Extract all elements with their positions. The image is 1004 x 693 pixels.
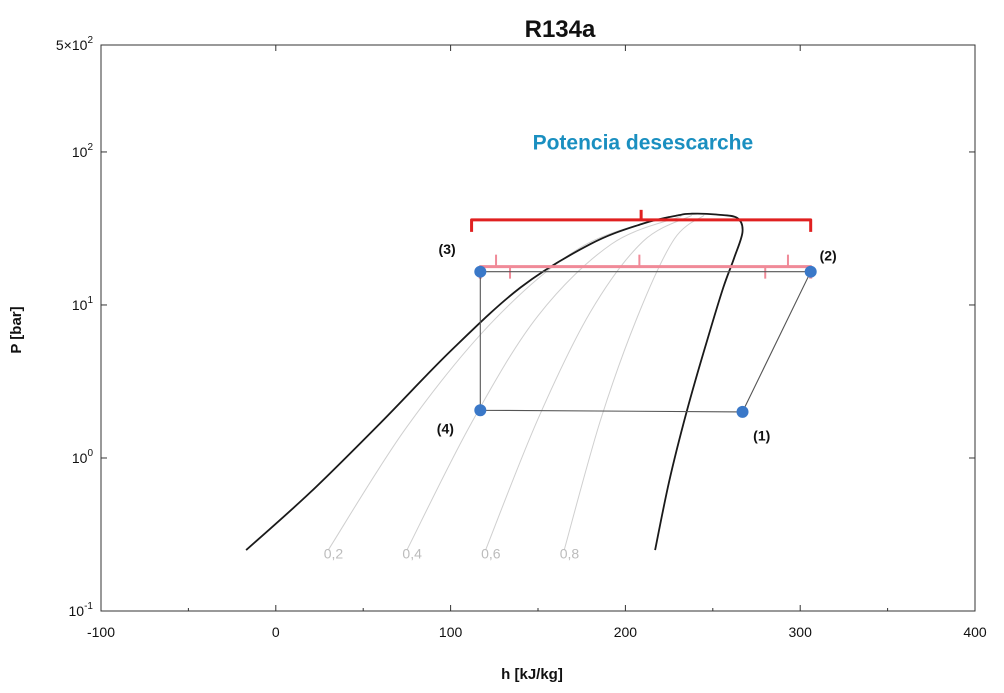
quality-line-2 [485, 214, 693, 551]
y-tick-label-4: 5×102 [56, 35, 94, 53]
x-axis-label: h [kJ/kg] [501, 666, 563, 683]
quality-line-3 [563, 214, 705, 551]
cycle-point-label-2: (2) [820, 248, 837, 264]
y-tick-label-1: 100 [72, 448, 94, 466]
x-tick-label-2: 100 [439, 624, 463, 640]
y-tick-label-3: 102 [72, 142, 94, 160]
quality-label-2: 0,6 [481, 546, 501, 562]
y-axis-label: P [bar] [8, 306, 25, 353]
x-tick-label-5: 400 [963, 624, 987, 640]
saturation-dome [245, 212, 744, 551]
cycle-point-label-1: (1) [753, 428, 770, 444]
quality-lines: 0,2 0,4 0,6 0,8 [324, 214, 705, 562]
y-tick-label-0: 10-1 [69, 601, 94, 619]
brace-bar-0 [470, 218, 813, 232]
plot-frame [100, 44, 976, 612]
cycle-point-label-4: (4) [437, 420, 454, 436]
cycle-point-label-3: (3) [439, 241, 456, 257]
quality-label-1: 0,4 [402, 546, 422, 562]
brace-bar-1 [478, 265, 813, 279]
cycle-path [479, 271, 812, 413]
quality-line-0 [327, 215, 670, 551]
cycle-point-4 [474, 404, 487, 417]
defrost-capacity-annotation: Potencia desescarche [533, 132, 754, 155]
saturation-curve [245, 212, 744, 551]
quality-label-3: 0,8 [560, 546, 580, 562]
capacity-braces [470, 209, 813, 279]
x-tick-label-0: -100 [87, 624, 115, 640]
y-axis-ticks: 10-1 100 101 102 5×102 [56, 35, 975, 619]
x-tick-label-4: 300 [789, 624, 813, 640]
chart-title: R134a [525, 16, 596, 43]
x-tick-label-3: 200 [614, 624, 638, 640]
cycle-point-1 [736, 405, 749, 418]
cycle-point-3 [474, 265, 487, 278]
brace-1 [478, 254, 813, 279]
x-tick-label-1: 0 [272, 624, 280, 640]
quality-label-0: 0,2 [324, 546, 344, 562]
y-tick-label-2: 101 [72, 295, 94, 313]
refrigeration-cycle: (1) (2) (3) (4) [437, 241, 837, 443]
brace-0 [470, 209, 813, 232]
cycle-point-2 [804, 265, 817, 278]
x-axis-ticks: -100 0 100 200 300 400 [87, 45, 987, 640]
quality-line-1 [406, 215, 682, 551]
